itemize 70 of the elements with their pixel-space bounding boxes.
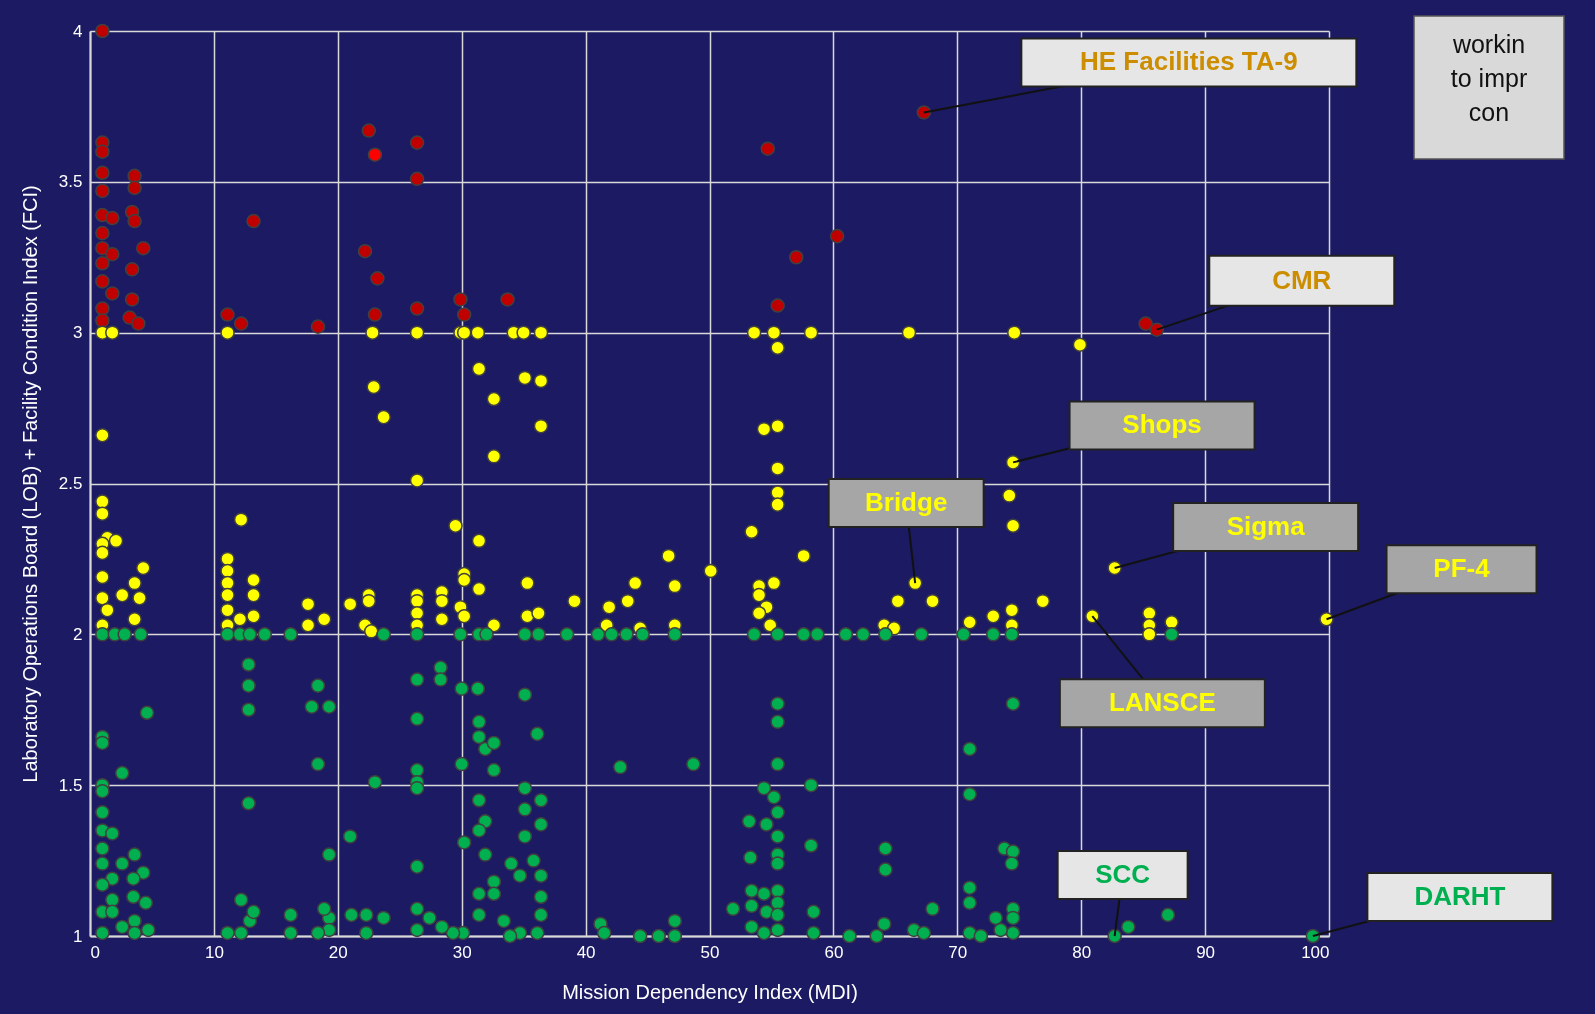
annotation: PF-4 <box>1433 553 1491 584</box>
point <box>1149 322 1165 337</box>
annotation: Sigma <box>1226 510 1306 541</box>
annotation: Bridge <box>865 487 948 518</box>
y-tick-label: 4 <box>73 21 83 41</box>
point <box>409 301 425 316</box>
annotation: SCC <box>1095 859 1151 889</box>
point <box>127 168 142 184</box>
y-axis-title: Laboratory Operations Board (LOB) + Facility Condition Index (FCI) <box>18 185 41 783</box>
point <box>770 298 785 313</box>
x-tick-label: 50 <box>700 942 720 962</box>
annotation: Shops <box>1122 409 1202 440</box>
x-tick-label: 40 <box>576 942 596 962</box>
text: workin to impr con <box>1450 30 1528 126</box>
point <box>310 319 326 334</box>
y-tick-label: 3 <box>73 323 83 343</box>
point <box>95 144 110 159</box>
point <box>95 301 110 316</box>
point <box>95 183 110 199</box>
point <box>829 228 845 244</box>
point <box>95 313 110 328</box>
x-axis-title: Mission Dependency Index (MDI) <box>562 980 858 1003</box>
point <box>127 213 142 229</box>
point <box>367 147 383 162</box>
x-tick-label: 80 <box>1072 942 1092 962</box>
x-tick-label: 0 <box>90 942 100 962</box>
x-tick-label: 30 <box>452 942 472 962</box>
point <box>409 135 425 150</box>
annotation: LANSCE <box>1108 687 1216 718</box>
point <box>95 165 110 181</box>
point <box>124 262 140 277</box>
point <box>456 307 472 322</box>
y-tick-label: 1 <box>73 926 83 946</box>
point <box>136 240 151 256</box>
point <box>367 307 383 322</box>
point <box>95 225 110 241</box>
point <box>105 246 120 262</box>
point <box>105 286 120 301</box>
point <box>95 23 110 39</box>
point <box>409 171 425 187</box>
annotation: HE Facilities TA-9 <box>1080 46 1298 77</box>
point <box>131 316 146 331</box>
x-tick-label: 70 <box>948 942 968 962</box>
point <box>357 243 373 259</box>
y-tick-label: 2.5 <box>58 474 83 493</box>
x-tick-label: 60 <box>824 942 844 962</box>
point <box>500 292 515 307</box>
point <box>246 213 261 229</box>
point <box>1138 316 1153 331</box>
annotation: DARHT <box>1414 881 1506 911</box>
x-tick-label: 90 <box>1196 942 1216 962</box>
point <box>788 249 804 265</box>
point <box>361 123 377 138</box>
point <box>95 274 110 289</box>
x-tick-label: 20 <box>328 942 348 962</box>
point <box>220 307 235 322</box>
point <box>453 292 468 307</box>
y-tick-label: 1.5 <box>58 775 83 795</box>
point <box>124 292 140 307</box>
point <box>127 180 142 196</box>
x-tick-label: 10 <box>204 942 224 962</box>
point <box>233 316 249 331</box>
point <box>370 271 385 286</box>
x-tick-label: 100 <box>1301 942 1330 962</box>
point <box>95 256 110 271</box>
y-tick-label: 3.5 <box>58 172 83 192</box>
y-tick-label: 2 <box>73 624 83 644</box>
point <box>105 210 120 226</box>
annotation: CMR <box>1272 264 1332 295</box>
point <box>760 141 775 156</box>
